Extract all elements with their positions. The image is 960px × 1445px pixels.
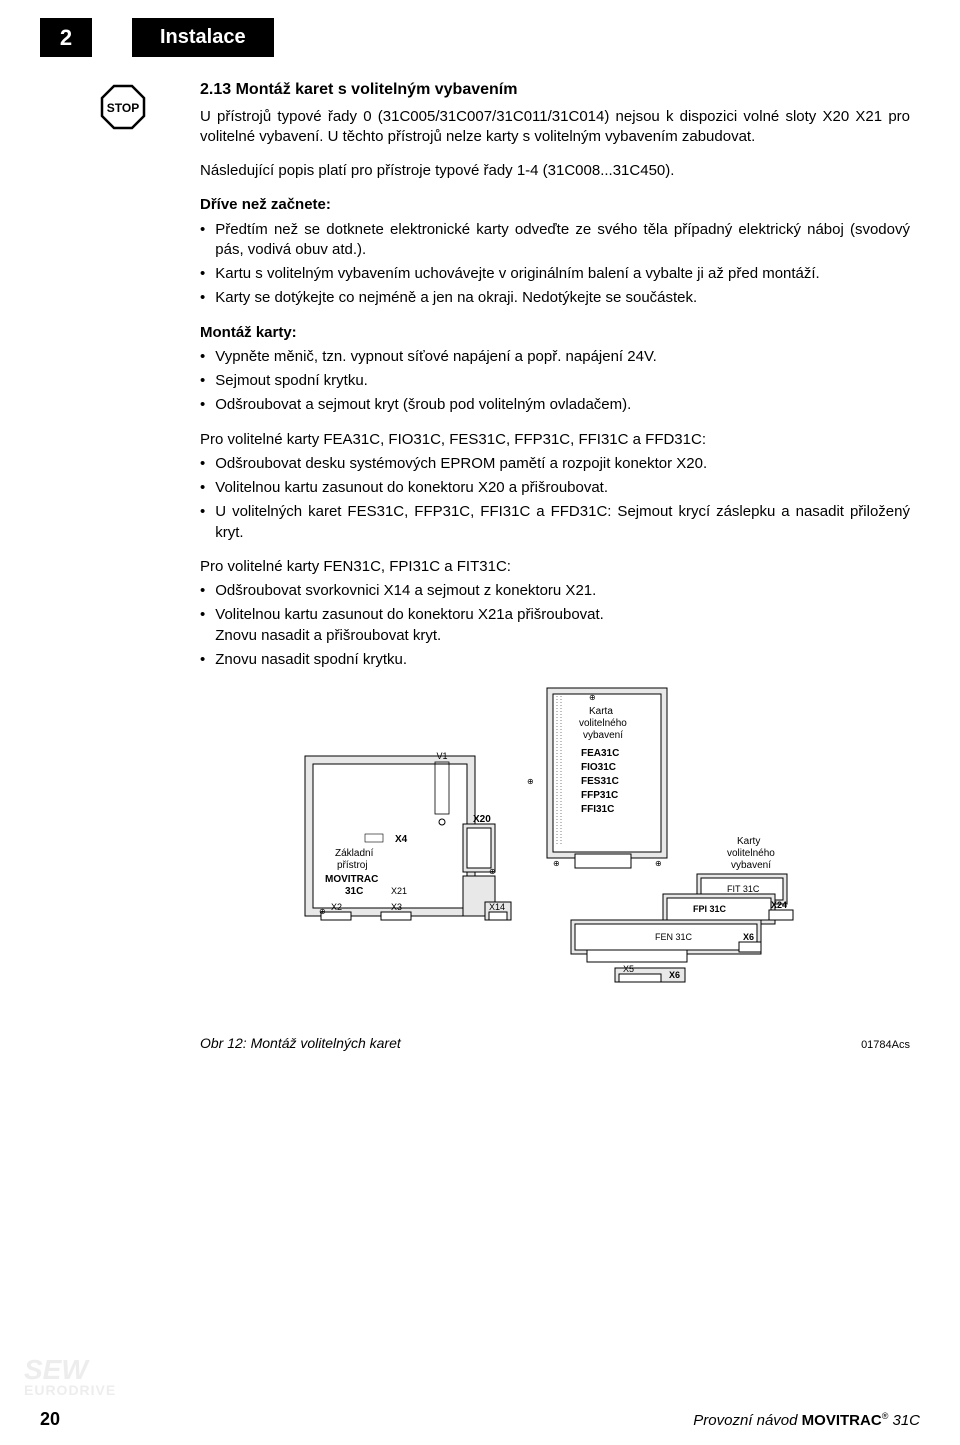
figure-number: 01784Acs <box>861 1038 910 1053</box>
svg-text:X4: X4 <box>395 834 408 845</box>
svg-text:EURODRIVE: EURODRIVE <box>24 1382 116 1398</box>
stop-label: STOP <box>107 101 139 115</box>
figure-caption: Obr 12: Montáž volitelných karet <box>200 1034 401 1053</box>
list-item: Předtím než se dotknete elektronické kar… <box>200 220 910 261</box>
svg-text:⊕: ⊕ <box>553 859 560 868</box>
svg-text:vybavení: vybavení <box>583 730 623 741</box>
list-item: Znovu nasadit spodní krytku. <box>200 650 910 670</box>
before-list: Předtím než se dotknete elektronické kar… <box>200 220 910 309</box>
svg-text:FFI31C: FFI31C <box>581 804 614 815</box>
svg-text:FEN 31C: FEN 31C <box>655 932 693 942</box>
list-item: Odšroubovat svorkovnici X14 a sejmout z … <box>200 581 910 601</box>
svg-text:X21: X21 <box>391 886 407 896</box>
list-item: U volitelných karet FES31C, FFP31C, FFI3… <box>200 502 910 543</box>
stop-icon: STOP <box>100 84 146 130</box>
list-item: Vypněte měnič, tzn. vypnout síťové napáj… <box>200 347 910 367</box>
svg-text:⊕: ⊕ <box>589 693 596 702</box>
svg-text:volitelného: volitelného <box>727 848 775 859</box>
svg-text:FIT 31C: FIT 31C <box>727 884 760 894</box>
list-item: Odšroubovat a sejmout kryt (šroub pod vo… <box>200 395 910 415</box>
list-item: Volitelnou kartu zasunout do konektoru X… <box>200 605 910 646</box>
list-item: Odšroubovat desku systémových EPROM pamě… <box>200 454 910 474</box>
footer-title: Provozní návod MOVITRAC® 31C <box>693 1410 920 1431</box>
list-item: Karty se dotýkejte co nejméně a jen na o… <box>200 288 910 308</box>
svg-text:FPI 31C: FPI 31C <box>693 904 727 914</box>
svg-text:FES31C: FES31C <box>581 776 619 787</box>
svg-text:X3: X3 <box>391 902 402 912</box>
group-b-intro: Pro volitelné karty FEN31C, FPI31C a FIT… <box>200 557 910 577</box>
svg-text:X14: X14 <box>489 902 505 912</box>
intro-paragraph-1: U přístrojů typové řady 0 (31C005/31C007… <box>200 107 910 148</box>
svg-text:X5: X5 <box>623 964 634 974</box>
before-heading: Dříve než začnete: <box>200 195 910 215</box>
svg-text:V1: V1 <box>436 751 447 761</box>
svg-text:X6: X6 <box>743 932 754 942</box>
svg-text:Karty: Karty <box>737 836 760 847</box>
group-b-list: Odšroubovat svorkovnici X14 a sejmout z … <box>200 581 910 670</box>
chapter-number: 2 <box>40 18 92 57</box>
group-a-intro: Pro volitelné karty FEA31C, FIO31C, FES3… <box>200 430 910 450</box>
intro-paragraph-2: Následující popis platí pro přístroje ty… <box>200 161 910 181</box>
svg-text:vybavení: vybavení <box>731 860 771 871</box>
mount-heading: Montáž karty: <box>200 323 910 343</box>
svg-text:FFP31C: FFP31C <box>581 790 618 801</box>
svg-text:SEW: SEW <box>24 1354 90 1385</box>
svg-text:volitelného: volitelného <box>579 718 627 729</box>
svg-text:X6: X6 <box>669 970 680 980</box>
sew-logo: SEW EURODRIVE <box>20 1353 160 1401</box>
svg-text:FIO31C: FIO31C <box>581 762 616 773</box>
mount-list: Vypněte měnič, tzn. vypnout síťové napáj… <box>200 347 910 416</box>
svg-text:Základní: Základní <box>335 848 374 859</box>
list-item: Kartu s volitelným vybavením uchovávejte… <box>200 264 910 284</box>
svg-text:přístroj: přístroj <box>337 860 368 871</box>
svg-text:⊕: ⊕ <box>527 777 534 786</box>
svg-text:X24: X24 <box>771 900 787 910</box>
svg-text:⊕: ⊕ <box>489 867 496 876</box>
group-a-list: Odšroubovat desku systémových EPROM pamě… <box>200 454 910 543</box>
svg-text:31C: 31C <box>345 886 363 897</box>
svg-text:FEA31C: FEA31C <box>581 748 619 759</box>
svg-text:⊕: ⊕ <box>655 859 662 868</box>
svg-text:X20: X20 <box>473 814 491 825</box>
svg-text:MOVITRAC: MOVITRAC <box>325 874 378 885</box>
svg-text:⊕: ⊕ <box>319 907 326 916</box>
list-item: Volitelnou kartu zasunout do konektoru X… <box>200 478 910 498</box>
svg-text:Karta: Karta <box>589 706 613 717</box>
section-title: 2.13 Montáž karet s volitelným vybavením <box>200 79 910 101</box>
svg-text:X2: X2 <box>331 902 342 912</box>
mounting-diagram: V1 X4 Základní přístroj MOVITRAC 31C X2 … <box>295 684 815 994</box>
chapter-title: Instalace <box>132 18 274 57</box>
list-item: Sejmout spodní krytku. <box>200 371 910 391</box>
page-number: 20 <box>40 1407 60 1431</box>
